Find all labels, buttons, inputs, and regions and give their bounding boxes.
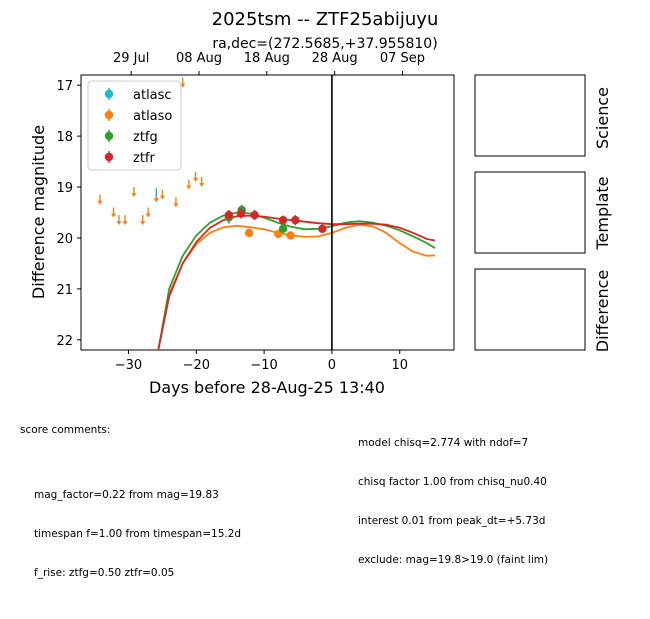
y-tick-label: 17 bbox=[56, 79, 73, 94]
model-comments: model chisq=2.774 with ndof=7 chisq fact… bbox=[358, 411, 548, 580]
top-tick-label: 08 Aug bbox=[176, 51, 222, 66]
chart-subtitle: ra,dec=(272.5685,+37.955810) bbox=[212, 36, 437, 52]
limit-arrowhead bbox=[145, 213, 151, 218]
ztfr-point bbox=[291, 215, 300, 225]
ztfr-point bbox=[278, 215, 288, 225]
x-tick-label: −10 bbox=[250, 358, 277, 373]
limit-arrowhead bbox=[186, 185, 192, 190]
limit-arrowhead bbox=[111, 213, 117, 218]
score-comment-line: mag_factor=0.22 from mag=19.83 bbox=[34, 489, 219, 501]
limit-arrowhead bbox=[193, 177, 199, 182]
atlaso-model-curve bbox=[157, 223, 436, 350]
top-tick-label: 28 Aug bbox=[312, 51, 358, 66]
limit-arrowhead bbox=[131, 193, 137, 198]
score-comments-heading: score comments: bbox=[20, 424, 111, 436]
upper-limits bbox=[97, 77, 205, 226]
legend-ztfg-label: ztfg bbox=[133, 130, 158, 145]
y-tick-label: 20 bbox=[56, 232, 73, 247]
science-label: Science bbox=[593, 87, 612, 149]
x-tick-label: 0 bbox=[328, 358, 336, 373]
template-image-panel bbox=[474, 171, 586, 254]
model-comment-line: model chisq=2.774 with ndof=7 bbox=[358, 437, 529, 449]
legend-ztfg-marker bbox=[104, 131, 114, 141]
y-tick-label: 19 bbox=[56, 181, 73, 196]
model-comment-line: chisq factor 1.00 from chisq_nu0.40 bbox=[358, 476, 547, 488]
ztfg-model-curve bbox=[157, 211, 436, 350]
detections bbox=[155, 188, 327, 240]
y-tick-label: 22 bbox=[56, 334, 73, 349]
legend-box bbox=[87, 80, 182, 171]
atlaso-upper-limit bbox=[140, 215, 146, 226]
legend-ztfr-label: ztfr bbox=[133, 151, 155, 166]
score-comment-line: f_rise: ztfg=0.50 ztfr=0.05 bbox=[34, 567, 175, 579]
limit-arrowhead bbox=[97, 200, 103, 205]
atlaso-upper-limit bbox=[159, 189, 165, 200]
limit-arrowhead bbox=[122, 221, 128, 226]
ztfg-point bbox=[278, 224, 288, 233]
y-axis-ticks: 17 18 19 20 21 22 bbox=[56, 79, 81, 349]
atlaso-upper-limit bbox=[186, 179, 192, 190]
limit-arrowhead bbox=[140, 221, 146, 226]
legend-ztfr-marker bbox=[104, 152, 114, 162]
atlaso-upper-limit bbox=[116, 215, 122, 226]
top-date-axis-ticks: 29 Jul 08 Aug 18 Aug 28 Aug 07 Sep bbox=[113, 51, 425, 75]
chart-title: 2025tsm -- ZTF25abijuyu bbox=[212, 9, 439, 30]
atlaso-point bbox=[244, 228, 254, 238]
atlaso-upper-limit bbox=[193, 171, 199, 182]
x-axis-label: Days before 28-Aug-25 13:40 bbox=[149, 378, 385, 397]
y-axis-label: Difference magnitude bbox=[29, 125, 48, 299]
atlaso-upper-limit bbox=[131, 187, 137, 198]
legend-atlasc-marker bbox=[104, 89, 114, 99]
x-tick-label: −20 bbox=[183, 358, 210, 373]
top-tick-label: 18 Aug bbox=[244, 51, 290, 66]
ztfr-point bbox=[250, 210, 259, 220]
model-comment-line: exclude: mag=19.8>19.0 (faint lim) bbox=[358, 554, 549, 566]
x-tick-label: −30 bbox=[115, 358, 142, 373]
atlaso-upper-limit bbox=[173, 197, 179, 208]
top-tick-label: 29 Jul bbox=[113, 51, 149, 66]
ztfr-point bbox=[318, 224, 327, 233]
science-image-panel bbox=[474, 74, 586, 157]
atlaso-upper-limit bbox=[145, 207, 151, 218]
model-comment-line: interest 0.01 from peak_dt=+5.73d bbox=[358, 515, 546, 527]
y-tick-label: 18 bbox=[56, 130, 73, 145]
difference-label: Difference bbox=[593, 270, 612, 352]
template-label: Template bbox=[593, 176, 612, 250]
top-tick-label: 07 Sep bbox=[380, 51, 425, 66]
limit-arrowhead bbox=[173, 203, 179, 208]
legend-atlaso-label: atlaso bbox=[133, 109, 172, 124]
atlaso-point bbox=[286, 231, 295, 240]
x-axis-ticks: −30 −20 −10 0 10 bbox=[115, 350, 408, 373]
y-tick-label: 21 bbox=[56, 283, 73, 298]
ztfr-point bbox=[224, 210, 234, 220]
ztfr-point bbox=[236, 209, 246, 218]
atlaso-upper-limit bbox=[97, 194, 103, 205]
limit-arrowhead bbox=[159, 195, 165, 200]
score-comments: score comments: mag_factor=0.22 from mag… bbox=[20, 398, 241, 619]
legend-atlasc-label: atlasc bbox=[133, 88, 172, 103]
limit-arrowhead bbox=[199, 182, 205, 187]
legend-atlaso-marker bbox=[104, 110, 114, 120]
x-tick-label: 10 bbox=[391, 358, 408, 373]
difference-image-panel bbox=[474, 268, 586, 351]
score-comment-line: timespan f=1.00 from timespan=15.2d bbox=[34, 528, 242, 540]
atlaso-upper-limit bbox=[122, 215, 128, 226]
atlaso-upper-limit bbox=[111, 207, 117, 218]
atlaso-upper-limit bbox=[199, 176, 205, 187]
limit-arrowhead bbox=[153, 198, 159, 203]
light-curve-figure: 2025tsm -- ZTF25abijuyu ra,dec=(272.5685… bbox=[29, 9, 612, 397]
legend: atlasc atlaso ztfg ztfr bbox=[87, 80, 182, 171]
limit-arrowhead bbox=[116, 221, 122, 226]
